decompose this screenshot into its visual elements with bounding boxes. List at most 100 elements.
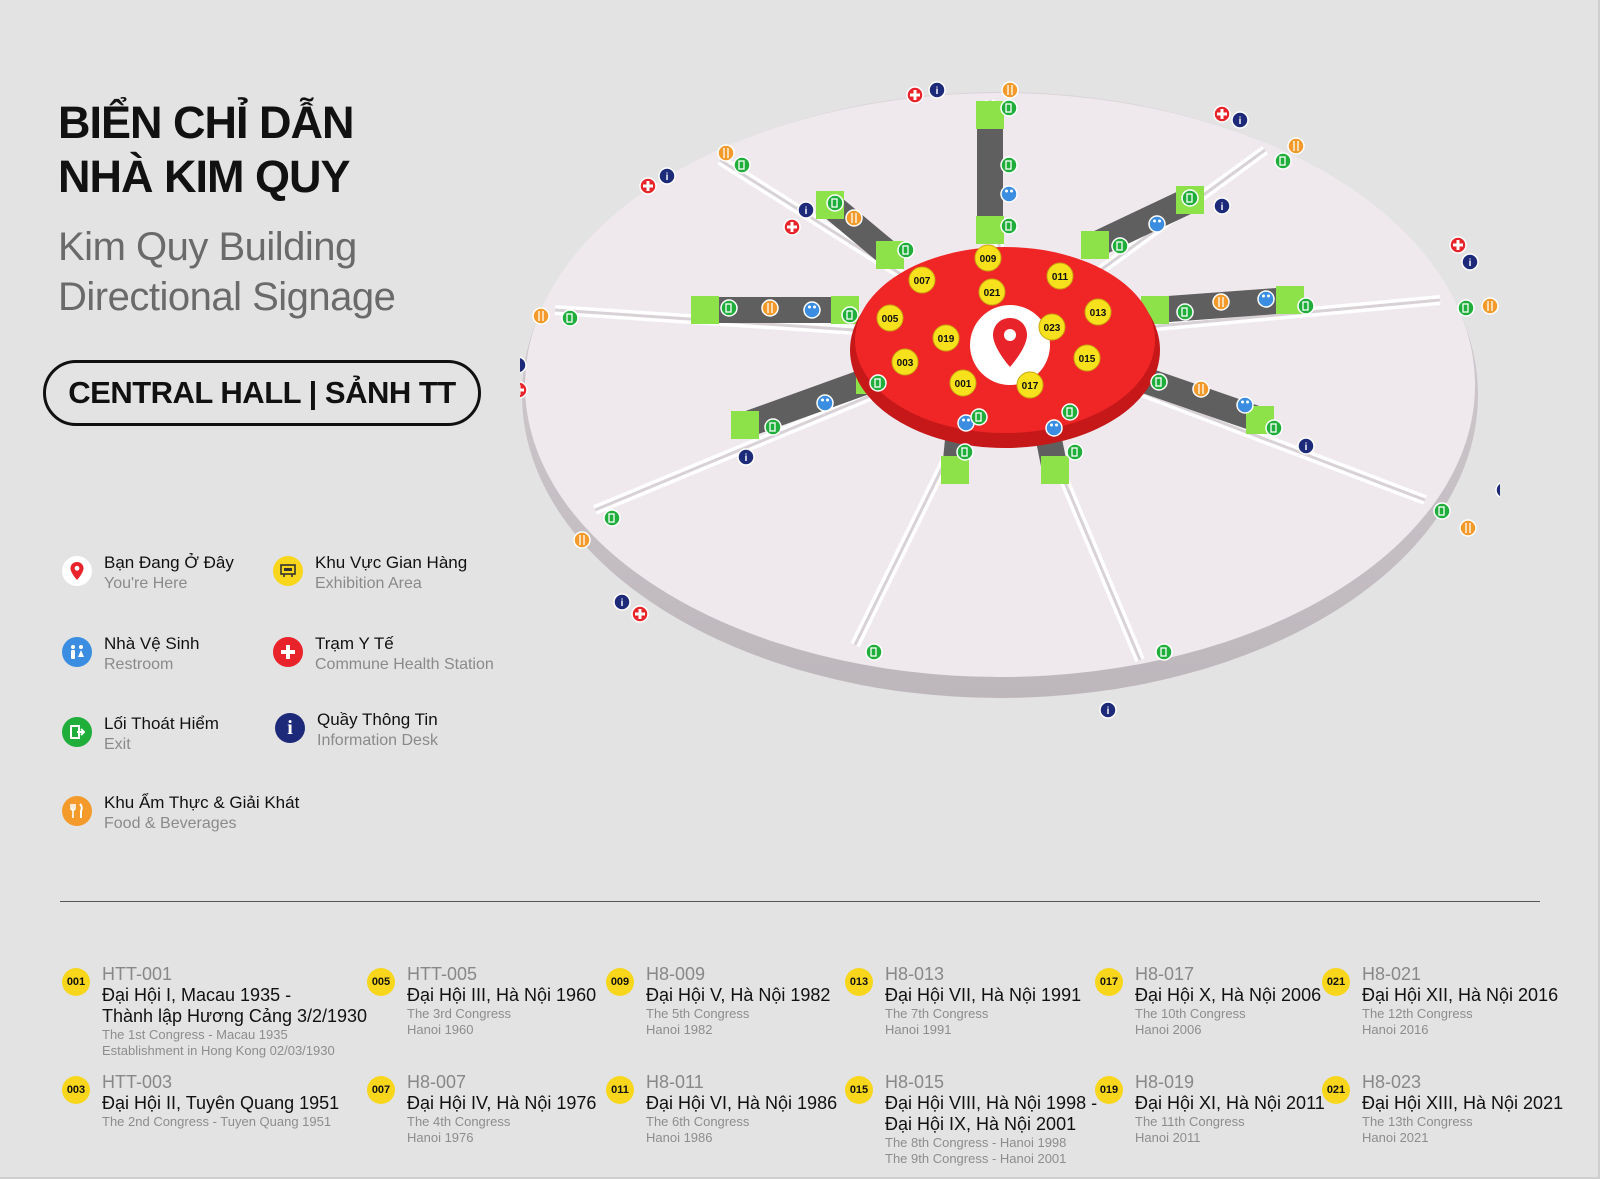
exit-icon[interactable] [1000,156,1018,174]
info-icon[interactable]: i [1495,482,1500,498]
medical-cross-icon[interactable] [1449,236,1467,254]
booth-title: Đại Hội I, Macau 1935 - [102,985,292,1005]
exit-icon[interactable] [1274,152,1292,170]
restroom-icon[interactable] [1257,290,1275,308]
booth-subtitle: The 8th Congress - Hanoi 1998 [885,1135,1067,1150]
exit-icon[interactable] [869,374,887,392]
exit-icon[interactable] [1066,443,1084,461]
booth-subtitle: Hanoi 1986 [646,1130,713,1145]
info-icon[interactable]: i [737,448,755,466]
fork-knife-icon[interactable] [1287,137,1305,155]
fork-knife-icon[interactable] [1001,81,1019,99]
booth-marker[interactable]: 009 [974,244,1002,272]
medical-cross-icon[interactable] [520,381,528,399]
info-icon[interactable]: i [1099,701,1117,719]
restroom-icon[interactable] [816,394,834,412]
booth-marker[interactable]: 021 [978,278,1006,306]
info-icon[interactable]: i [613,593,631,611]
directory-entry: 013 H8-013 Đại Hội VII, Hà Nội 1991 The 7th… [845,964,1081,1038]
exit-icon[interactable] [764,418,782,436]
directory-entry: 021 H8-021 Đại Hội XII, Hà Nội 2016 The 12t… [1322,964,1558,1038]
medical-cross-icon[interactable] [631,605,649,623]
info-icon[interactable]: i [797,201,815,219]
exit-icon[interactable] [1181,189,1199,207]
booth-marker[interactable]: 017 [1016,371,1044,399]
booth-marker[interactable]: 013 [1084,298,1112,326]
booth-marker[interactable]: 023 [1038,313,1066,341]
medical-cross-icon[interactable] [639,177,657,195]
restroom-icon[interactable] [1148,215,1166,233]
info-icon[interactable]: i [928,81,946,99]
booth-marker[interactable]: 005 [876,304,904,332]
restroom-icon[interactable] [1236,396,1254,414]
fork-knife-icon[interactable] [1192,380,1210,398]
floor-map: 001 003 005 007 009 011 013 015 017 019 021 023 i i i… [520,81,1500,719]
exit-icon[interactable] [1433,502,1451,520]
exit-icon[interactable] [1155,643,1173,661]
exit-icon[interactable] [1150,373,1168,391]
booth-marker[interactable]: 007 [908,266,936,294]
central-hall-button[interactable]: CENTRAL HALL | SẢNH TT [43,360,481,426]
legend-label-en: Food & Beverages [104,815,237,832]
info-icon[interactable]: i [1461,253,1479,271]
booth-subtitle: Hanoi 2021 [1362,1130,1429,1145]
restroom-icon[interactable] [1045,419,1063,437]
exit-icon[interactable] [733,156,751,174]
svg-text:005: 005 [882,314,899,325]
booth-marker[interactable]: 015 [1073,344,1101,372]
medical-cross-icon[interactable] [906,86,924,104]
fork-knife-icon[interactable] [532,307,550,325]
fork-knife-icon[interactable] [1481,297,1499,315]
fork-knife-icon[interactable] [573,531,591,549]
exit-icon[interactable] [970,408,988,426]
booth-marker[interactable]: 003 [891,348,919,376]
exit-icon[interactable] [603,509,621,527]
booth-subtitle: The 11th Congress [1135,1114,1245,1129]
exit-icon[interactable] [1457,299,1475,317]
exit-icon[interactable] [1000,217,1018,235]
exit-icon[interactable] [1000,99,1018,117]
exit-icon[interactable] [897,241,915,259]
info-icon[interactable]: i [1297,437,1315,455]
exit-icon[interactable] [720,299,738,317]
info-icon[interactable]: i [520,356,527,374]
fork-knife-icon[interactable] [1459,519,1477,537]
fork-knife-icon[interactable] [1212,293,1230,311]
restroom-icon[interactable] [803,301,821,319]
svg-text:i: i [1469,258,1472,269]
fork-knife-icon[interactable] [717,144,735,162]
exit-icon[interactable] [1061,403,1079,421]
svg-text:013: 013 [1090,308,1107,319]
info-icon[interactable]: i [658,167,676,185]
booth-subtitle: The 3rd Congress [407,1006,512,1021]
booth-subtitle: The 5th Congress [646,1006,750,1021]
medical-cross-icon[interactable] [1213,105,1231,123]
exit-icon[interactable] [1176,303,1194,321]
exit-icon[interactable] [841,306,859,324]
directory-entry: 011 H8-011 Đại Hội VI, Hà Nội 1986 The 6th … [606,1072,837,1146]
booth-marker[interactable]: 011 [1046,262,1074,290]
directory-entry: 015 H8-015 Đại Hội VIII, Hà Nội 1998 - Đại … [845,1072,1097,1167]
info-icon[interactable]: i [1231,111,1249,129]
fork-knife-icon[interactable] [761,299,779,317]
medical-cross-icon[interactable] [783,218,801,236]
booth-marker[interactable]: 019 [932,324,960,352]
exit-icon[interactable] [1297,297,1315,315]
svg-text:i: i [1305,442,1308,453]
legend-label-en: You're Here [104,575,188,592]
exit-icon[interactable] [956,443,974,461]
booth-title: Đại Hội III, Hà Nội 1960 [407,985,597,1005]
restroom-icon[interactable] [1000,185,1018,203]
exit-icon[interactable] [826,194,844,212]
exit-icon[interactable] [1265,419,1283,437]
exit-icon[interactable] [865,643,883,661]
booth-badge: 021 [1322,1076,1350,1104]
info-icon[interactable]: i [1213,197,1231,215]
wing-end [976,216,1004,244]
booth-marker[interactable]: 001 [949,369,977,397]
exit-icon[interactable] [561,309,579,327]
exit-icon[interactable] [1111,237,1129,255]
svg-text:i: i [745,453,748,464]
fork-knife-icon[interactable] [845,209,863,227]
legend-label-en: Restroom [104,656,174,673]
